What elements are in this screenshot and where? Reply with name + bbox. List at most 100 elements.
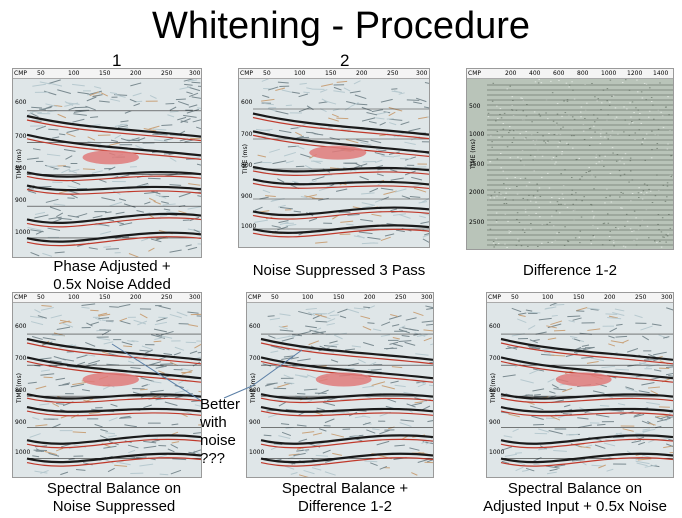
reflector-red: [26, 188, 201, 195]
seismic-wavelet: [254, 219, 268, 223]
seismic-wavelet: [371, 109, 384, 113]
noise-speckle: [581, 200, 583, 202]
seismic-wavelet: [553, 450, 567, 452]
seismic-wavelet: [542, 348, 556, 351]
seismic-wavelet: [546, 471, 557, 475]
noise-speckle: [524, 211, 527, 213]
seismic-wavelet: [89, 91, 100, 97]
seismic-wavelet: [394, 384, 406, 388]
noise-speckle: [625, 213, 628, 215]
seismic-wavelet: [411, 472, 418, 476]
seismic-wavelet: [55, 377, 66, 381]
noise-speckle: [495, 238, 497, 240]
noise-speckle: [615, 160, 618, 162]
seismic-wavelet: [418, 201, 428, 204]
reflector-red: [260, 410, 433, 417]
seismic-wavelet: [329, 340, 338, 344]
seismic-wavelet: [196, 315, 201, 317]
seismic-wavelet: [170, 444, 179, 449]
seismic-wavelet: [321, 98, 329, 103]
seismic-wavelet: [169, 184, 182, 186]
seismic-wavelet: [598, 464, 606, 469]
seismic-wavelet: [360, 315, 371, 320]
seismic-wavelet: [261, 78, 270, 82]
noise-speckle: [529, 200, 532, 202]
seismic-wavelet: [575, 307, 588, 312]
noise-speckle: [524, 177, 527, 179]
seismic-wavelet: [354, 163, 368, 169]
noise-speckle: [516, 212, 519, 214]
seismic-wavelet: [120, 320, 131, 325]
seismic-wavelet: [305, 325, 317, 329]
noise-speckle: [540, 82, 543, 84]
noise-speckle: [561, 153, 563, 155]
seismic-wavelet: [339, 315, 347, 319]
noise-speckle: [512, 130, 515, 132]
noise-speckle: [585, 172, 588, 174]
seismic-wavelet: [312, 312, 326, 315]
seismic-wavelet: [141, 238, 149, 242]
seismic-wavelet: [114, 464, 128, 467]
noise-speckle: [651, 149, 653, 151]
arrow-line-right-extension: [251, 349, 303, 387]
noise-speckle: [493, 191, 496, 193]
seismic-wavelet: [546, 325, 557, 329]
noise-speckle: [664, 106, 667, 108]
seismic-wavelet: [132, 92, 142, 97]
noise-speckle: [631, 231, 633, 233]
seismic-wavelet: [533, 368, 545, 372]
noise-speckle: [518, 240, 520, 242]
noise-speckle: [555, 210, 558, 212]
noise-speckle: [612, 95, 615, 97]
noise-speckle: [571, 81, 573, 83]
noise-speckle: [593, 125, 595, 127]
time-tick: 800: [15, 165, 27, 172]
reflector-red: [252, 210, 429, 220]
seismic-wavelet: [343, 87, 351, 92]
seismic-wavelet: [263, 434, 272, 437]
seismic-wavelet: [562, 387, 573, 393]
seismic-wavelet: [279, 329, 294, 332]
noise-speckle: [551, 197, 553, 199]
seismic-wavelet: [414, 401, 424, 404]
noise-speckle: [595, 163, 598, 165]
noise-speckle: [566, 100, 569, 102]
seismic-wavelet: [137, 137, 146, 141]
noise-speckle: [660, 246, 663, 248]
noise-speckle: [530, 228, 532, 230]
noise-speckle: [583, 196, 585, 198]
seismic-wavelet: [306, 131, 314, 134]
seismic-wavelet: [303, 388, 318, 391]
noise-speckle: [602, 223, 605, 225]
noise-speckle: [553, 134, 556, 136]
noise-speckle: [556, 201, 559, 203]
seismic-wavelet: [257, 154, 267, 158]
noise-speckle: [634, 139, 636, 141]
noise-speckle: [517, 156, 519, 158]
reflector-red: [252, 170, 429, 177]
seismic-wavelet: [631, 440, 642, 444]
seismic-wavelet: [373, 117, 385, 120]
seismic-wavelet: [581, 344, 590, 347]
noise-speckle: [649, 87, 651, 89]
seismic-wavelet: [158, 370, 165, 374]
noise-speckle: [554, 239, 557, 241]
seismic-wavelet: [651, 323, 662, 327]
noise-speckle: [649, 190, 652, 192]
noise-speckle: [629, 170, 632, 172]
noise-speckle: [669, 227, 672, 229]
seismic-wavelet: [641, 454, 652, 459]
noise-speckle: [621, 157, 624, 159]
cmp-tick: 150: [99, 70, 111, 77]
seismic-wavelet: [507, 346, 518, 350]
noise-speckle: [538, 79, 540, 81]
reflector: [252, 224, 429, 234]
noise-speckle: [547, 140, 549, 142]
reflector-red: [500, 342, 673, 365]
seismic-wavelet: [130, 82, 142, 87]
seismic-wavelet: [274, 110, 289, 115]
reflector: [500, 434, 673, 445]
reflector: [26, 356, 201, 380]
seismic-wavelet: [370, 462, 378, 467]
seismic-wavelet: [390, 169, 398, 172]
